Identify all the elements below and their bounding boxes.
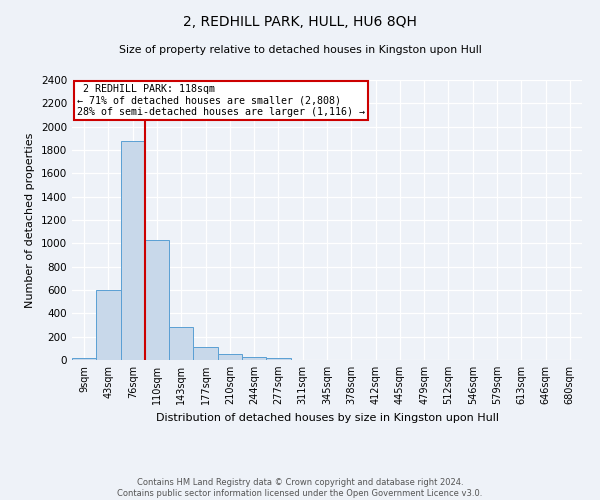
Text: 2 REDHILL PARK: 118sqm
← 71% of detached houses are smaller (2,808)
28% of semi-: 2 REDHILL PARK: 118sqm ← 71% of detached… [77, 84, 365, 117]
Text: 2, REDHILL PARK, HULL, HU6 8QH: 2, REDHILL PARK, HULL, HU6 8QH [183, 15, 417, 29]
Bar [242, 356, 266, 360]
Bar [145, 240, 169, 360]
Bar [96, 290, 121, 360]
Bar [121, 140, 145, 360]
Y-axis label: Number of detached properties: Number of detached properties [25, 132, 35, 308]
Bar [218, 354, 242, 360]
Text: Contains HM Land Registry data © Crown copyright and database right 2024.
Contai: Contains HM Land Registry data © Crown c… [118, 478, 482, 498]
X-axis label: Distribution of detached houses by size in Kingston upon Hull: Distribution of detached houses by size … [155, 412, 499, 422]
Bar [193, 347, 218, 360]
Bar [72, 358, 96, 360]
Bar [266, 358, 290, 360]
Bar [169, 327, 193, 360]
Text: Size of property relative to detached houses in Kingston upon Hull: Size of property relative to detached ho… [119, 45, 481, 55]
